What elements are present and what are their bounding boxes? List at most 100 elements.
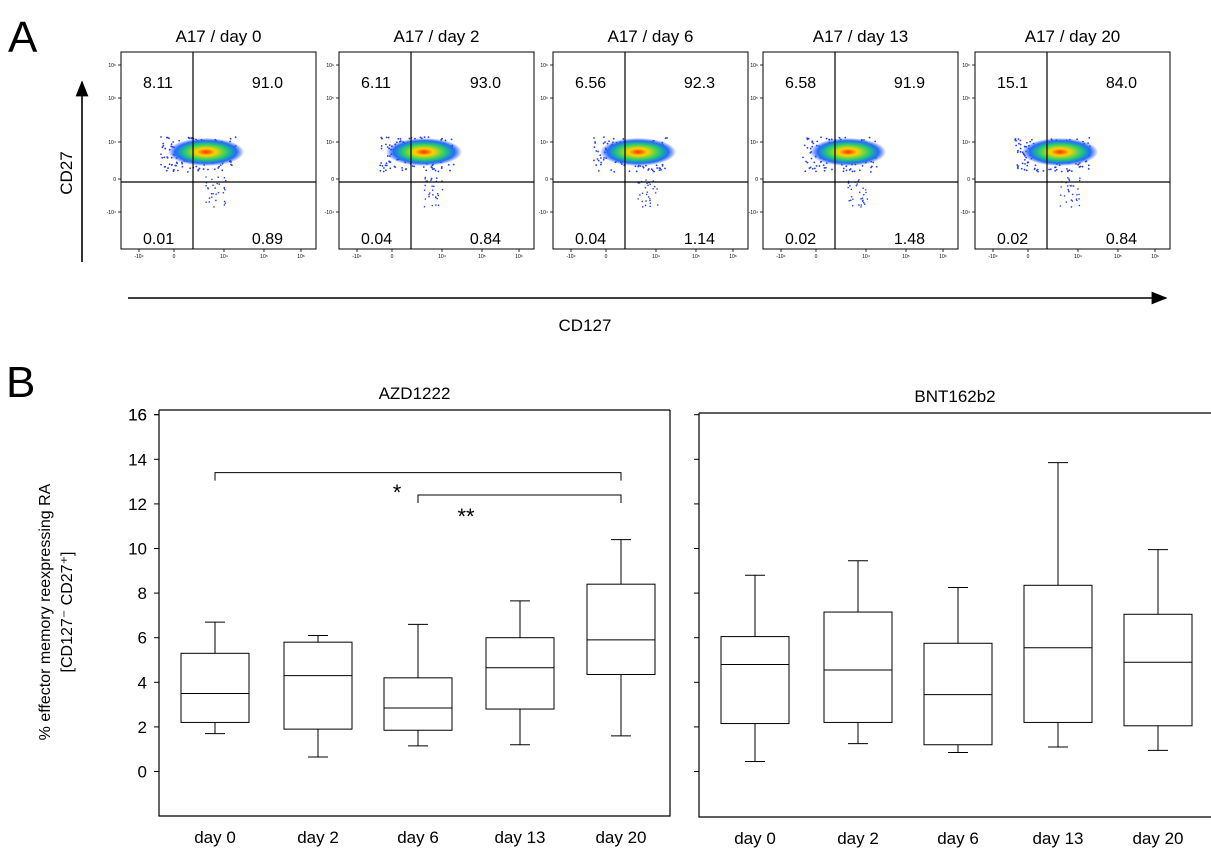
flow-event-dot: [160, 136, 162, 138]
flow-event-dot: [205, 176, 207, 178]
flow-event-dot: [1037, 170, 1039, 173]
box-day-6: [383, 623, 453, 747]
flow-event-dot: [223, 187, 226, 190]
flow-event-dot: [161, 146, 164, 149]
flow-event-dot: [1019, 139, 1022, 142]
flow-event-dot: [162, 144, 165, 147]
flow-event-dot: [822, 164, 825, 167]
flow-event-dot: [603, 136, 605, 139]
flow-ytick-label: 10⁵: [108, 96, 116, 102]
flow-event-dot: [436, 197, 439, 200]
flow-event-dot: [1081, 165, 1084, 168]
flow-event-dot: [812, 142, 815, 145]
flow-event-dot: [641, 192, 644, 195]
flow-event-dot: [1018, 142, 1020, 145]
flow-event-dot: [651, 169, 654, 172]
flow-ytick-label: 10⁴: [326, 140, 334, 146]
flow-event-dot: [440, 167, 443, 170]
flow-plot-title: A17 / day 6: [607, 27, 693, 46]
flow-event-dot: [181, 165, 184, 168]
flow-event-dot: [860, 204, 863, 206]
quadrant-lr-value: 0.89: [252, 231, 283, 248]
flow-event-dot: [823, 169, 826, 172]
flow-event-dot: [1068, 190, 1070, 193]
flow-event-dot: [811, 167, 814, 170]
flow-event-dot: [1075, 198, 1078, 200]
flow-event-dot: [820, 136, 822, 139]
flow-event-dot: [1079, 165, 1082, 168]
flow-event-dot: [1049, 168, 1052, 171]
flow-event-dot: [170, 143, 173, 146]
flow-event-dot: [599, 154, 602, 157]
flow-event-dot: [1067, 188, 1070, 191]
box-iqr: [923, 642, 993, 746]
flow-event-dot: [1016, 166, 1019, 169]
flow-event-dot: [210, 192, 213, 195]
flow-event-dot: [1036, 168, 1039, 171]
flow-event-dot: [1071, 193, 1074, 196]
flow-event-dot: [600, 157, 602, 159]
flow-ytick-label: 0: [967, 177, 970, 183]
flow-event-dot: [856, 183, 858, 185]
flow-density-core: [168, 138, 244, 166]
flow-event-dot: [197, 168, 200, 171]
flow-event-dot: [1066, 167, 1068, 170]
flow-event-dot: [813, 161, 816, 164]
flow-ytick-label: 10⁵: [326, 96, 334, 102]
flow-event-dot: [425, 169, 428, 172]
flow-event-dot: [645, 200, 647, 202]
flow-event-dot: [178, 139, 181, 142]
flow-event-dot: [207, 187, 209, 190]
flow-event-dot: [1030, 138, 1033, 141]
flow-event-dot: [845, 169, 848, 172]
flow-plot-title: A17 / day 0: [175, 27, 261, 46]
flow-event-dot: [866, 198, 869, 200]
flow-event-dot: [655, 164, 658, 167]
x-tick-label: day 20: [1132, 829, 1183, 848]
flow-event-dot: [189, 167, 192, 170]
flow-event-dot: [865, 191, 867, 194]
quadrant-ur-value: 92.3: [684, 75, 715, 92]
flow-ytick-label: 10⁵: [962, 96, 970, 102]
flow-xtick-label: 10⁵: [1114, 254, 1122, 260]
flow-event-dot: [593, 137, 595, 139]
flow-event-dot: [597, 169, 600, 172]
flow-event-dot: [382, 170, 385, 173]
flow-event-dot: [855, 184, 858, 187]
flow-event-dot: [166, 136, 168, 139]
flow-event-dot: [1060, 186, 1062, 188]
flow-event-dot: [211, 178, 213, 181]
flow-event-dot: [637, 198, 639, 200]
flow-event-dot: [853, 170, 856, 173]
flow-event-dot: [222, 191, 225, 194]
flow-event-dot: [411, 165, 414, 167]
flow-event-dot: [437, 204, 440, 207]
flow-event-dot: [807, 137, 810, 140]
flow-xtick-label: -10⁴: [776, 254, 785, 260]
flow-event-dot: [397, 137, 400, 140]
flow-ytick-label: 10⁵: [750, 96, 758, 102]
flow-plot: A17 / day 2 6.11 93.0 0.04 0.84 10⁶ 10⁵ 10⁴ 0 -10…: [325, 27, 535, 260]
flow-event-dot: [207, 168, 209, 171]
flow-event-dot: [176, 169, 179, 172]
flow-event-dot: [642, 165, 644, 168]
flow-event-dot: [871, 165, 873, 168]
flow-event-dot: [1060, 170, 1063, 173]
quadrant-ul-value: 6.11: [361, 75, 391, 92]
flow-event-dot: [174, 164, 177, 167]
panel-b-y-label-line1: % effector memory reexpressing RA: [37, 483, 54, 740]
flow-event-dot: [430, 179, 432, 182]
flow-event-dot: [612, 137, 615, 140]
flow-event-dot: [858, 204, 860, 206]
flow-xtick-label: 0: [1027, 254, 1030, 260]
flow-xtick-label: 10⁶: [297, 254, 305, 260]
flow-ytick-label: -10⁴: [961, 210, 970, 216]
flow-ytick-label: 10⁶: [962, 63, 970, 69]
y-tick-label: 14: [128, 450, 147, 469]
flow-event-dot: [188, 137, 191, 140]
quadrant-lr-value: 1.48: [894, 231, 925, 248]
quadrant-lr-value: 0.84: [470, 231, 501, 248]
box-day-20: [586, 539, 656, 737]
y-tick-label: 16: [128, 406, 147, 425]
